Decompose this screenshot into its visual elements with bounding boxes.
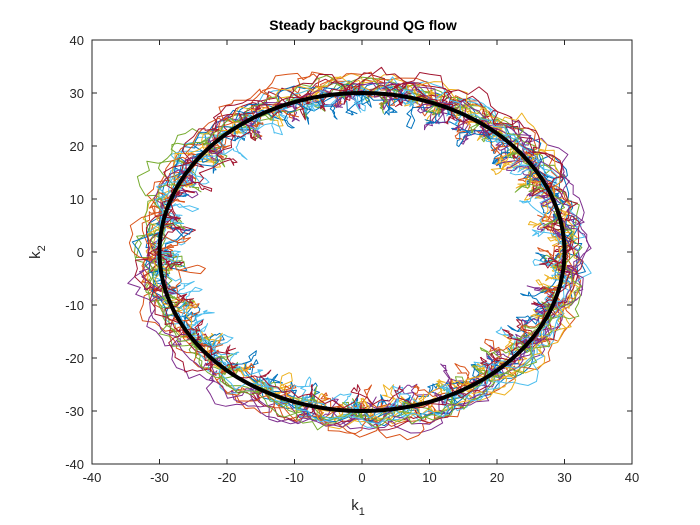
y-tick-label: 0 — [77, 245, 84, 260]
x-tick-label: 30 — [557, 470, 571, 485]
y-tick-label: 20 — [70, 139, 84, 154]
trajectory-line — [145, 80, 592, 428]
y-tick-label: -40 — [65, 457, 84, 472]
y-tick-label: -10 — [65, 298, 84, 313]
x-tick-label: -30 — [150, 470, 169, 485]
y-axis-label-main: k — [27, 251, 44, 259]
x-tick-label: 20 — [490, 470, 504, 485]
y-tick-label: 40 — [70, 33, 84, 48]
x-tick-label: -10 — [285, 470, 304, 485]
x-axis-ticks: -40 -30 -20 -10 0 10 20 30 40 — [83, 40, 639, 485]
x-tick-label: 10 — [422, 470, 436, 485]
trajectory-line — [134, 66, 574, 409]
y-axis-label: k2 — [27, 245, 48, 259]
chart-title: Steady background QG flow — [269, 17, 457, 33]
y-axis-ticks: -40 -30 -20 -10 0 10 20 30 40 — [65, 33, 632, 472]
y-tick-label: -20 — [65, 351, 84, 366]
trajectory-line — [149, 74, 583, 431]
x-tick-label: 0 — [358, 470, 365, 485]
x-axis-label: k1 — [351, 497, 365, 518]
y-tick-label: -30 — [65, 404, 84, 419]
reference-circle — [157, 90, 567, 414]
y-tick-label: 30 — [70, 86, 84, 101]
y-tick-label: 10 — [70, 192, 84, 207]
x-tick-label: -40 — [83, 470, 102, 485]
x-tick-label: -20 — [218, 470, 237, 485]
reference-circle-group — [157, 90, 567, 414]
x-axis-label-main: k — [351, 497, 359, 514]
x-axis-label-subscript: 1 — [359, 506, 365, 518]
x-tick-label: 40 — [625, 470, 639, 485]
y-axis-label-subscript: 2 — [36, 245, 48, 251]
trajectory-line — [139, 81, 590, 428]
